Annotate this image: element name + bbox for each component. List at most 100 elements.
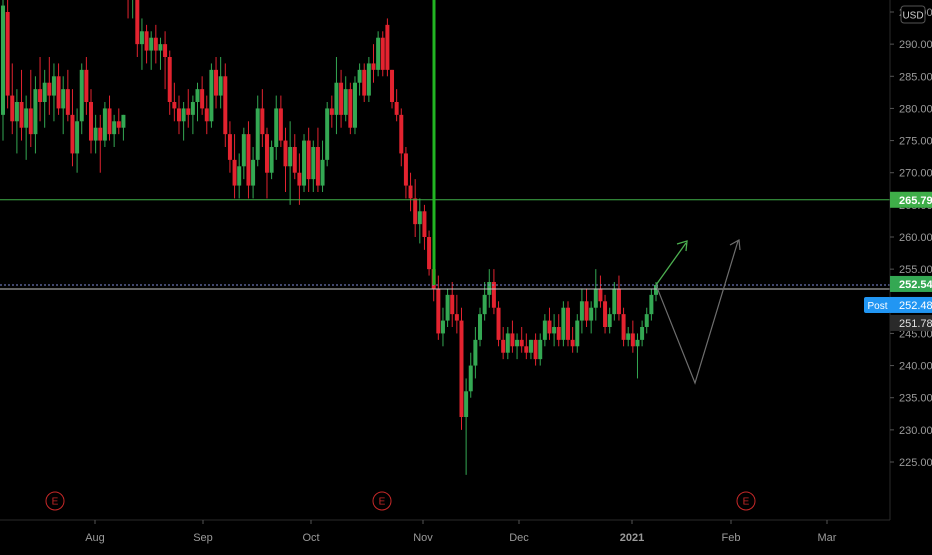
candle-body [505, 333, 510, 353]
candle-body [5, 12, 10, 96]
candle-body [158, 44, 163, 51]
alt-projection-path[interactable] [655, 240, 739, 385]
earnings-marker-label: E [743, 497, 750, 508]
candle-body [139, 31, 144, 45]
candle-body [603, 301, 608, 327]
candle-body [427, 237, 432, 270]
candle-body [190, 102, 195, 115]
candle-body [329, 108, 334, 115]
candle-body [33, 89, 38, 135]
candle-body [70, 114, 75, 154]
x-tick-label: Dec [509, 532, 529, 544]
candle-body [376, 37, 381, 70]
time-axis-bg [0, 520, 890, 550]
candle-body [112, 121, 117, 135]
candle-body [107, 108, 112, 135]
candle-body [121, 114, 126, 128]
last-price-bg [890, 275, 932, 292]
alt-arrowhead [729, 239, 741, 251]
candle-body [204, 108, 209, 122]
candle-body [635, 339, 640, 347]
candle-body [394, 102, 399, 115]
earnings-marker[interactable] [45, 491, 65, 511]
candle-body [422, 211, 427, 237]
candle-body [440, 320, 445, 334]
candle-body [28, 108, 33, 135]
last-price-label: 252.54 [899, 279, 932, 291]
candle-body [320, 159, 325, 186]
candle-body [473, 339, 478, 366]
candle-body [510, 333, 515, 347]
candle-body [311, 147, 316, 180]
earnings-marker[interactable] [372, 491, 392, 511]
candle-body [496, 307, 501, 340]
candle-body [487, 282, 492, 295]
y-tick-label: 280.00 [899, 103, 932, 115]
up-projection-arrow[interactable] [655, 242, 687, 286]
y-tick-label: 285.00 [899, 71, 932, 83]
candle-body [348, 89, 353, 128]
candle-body [621, 314, 626, 340]
candle-body [98, 127, 103, 141]
candle-body [61, 89, 66, 109]
price-axis[interactable]: 225.00230.00235.00240.00245.00250.00255.… [889, 0, 932, 550]
y-tick-label: 290.00 [899, 39, 932, 51]
currency-label: USD [902, 11, 923, 22]
y-tick-label: 235.00 [899, 393, 932, 405]
candle-body [42, 82, 47, 102]
plot-area [0, 0, 890, 520]
candle-body [172, 102, 177, 109]
candle-body [186, 108, 191, 115]
candle-body [38, 89, 43, 102]
earnings-marker-label: E [52, 497, 59, 508]
candle-body [515, 339, 520, 347]
candle-body [278, 108, 283, 141]
x-tick-label: Mar [818, 532, 837, 544]
candle-body [223, 76, 228, 135]
candle-body [149, 37, 154, 51]
candle-body [144, 31, 149, 51]
candle-body [524, 346, 529, 353]
candle-body [227, 134, 232, 160]
y-tick-label: 270.00 [899, 168, 932, 180]
candle-body [357, 69, 362, 83]
resistance-price-label: 265.79 [899, 195, 932, 207]
candle-body [478, 314, 483, 340]
x-tick-label: 2021 [620, 532, 644, 544]
candle-body [251, 159, 256, 186]
candle-body [459, 320, 464, 417]
candle-body [269, 147, 274, 173]
candle-body [75, 121, 80, 154]
candle-body [214, 69, 219, 96]
candle-body [264, 134, 269, 173]
candle-body [380, 37, 385, 70]
candle-body [209, 69, 214, 122]
time-axis[interactable]: Aug Sep Oct Nov Dec 2021 Feb Mar [0, 519, 890, 550]
y-tick-label: 240.00 [899, 361, 932, 373]
currency-button[interactable] [900, 5, 926, 24]
candle-body [339, 82, 344, 115]
candle-body [292, 147, 297, 173]
candle-body [399, 114, 404, 154]
x-tick-label: Oct [302, 532, 319, 544]
y-tick-label: 230.00 [899, 425, 932, 437]
candle-body [436, 288, 441, 334]
candle-body [598, 288, 603, 302]
candle-body [260, 108, 265, 135]
up-arrowhead [676, 240, 688, 252]
candle-body [366, 63, 371, 96]
candle-body [626, 333, 631, 340]
candle-body [607, 314, 612, 327]
earnings-marker[interactable] [736, 491, 756, 511]
y-tick-label: 245.00 [899, 328, 932, 340]
candle-body [237, 166, 242, 186]
candle-body [19, 102, 24, 128]
post-price-label: 252.48 [899, 300, 932, 312]
candle-body [297, 172, 302, 186]
candle-body [153, 37, 158, 51]
post-price-bg [890, 296, 932, 313]
candle-body [408, 185, 413, 199]
